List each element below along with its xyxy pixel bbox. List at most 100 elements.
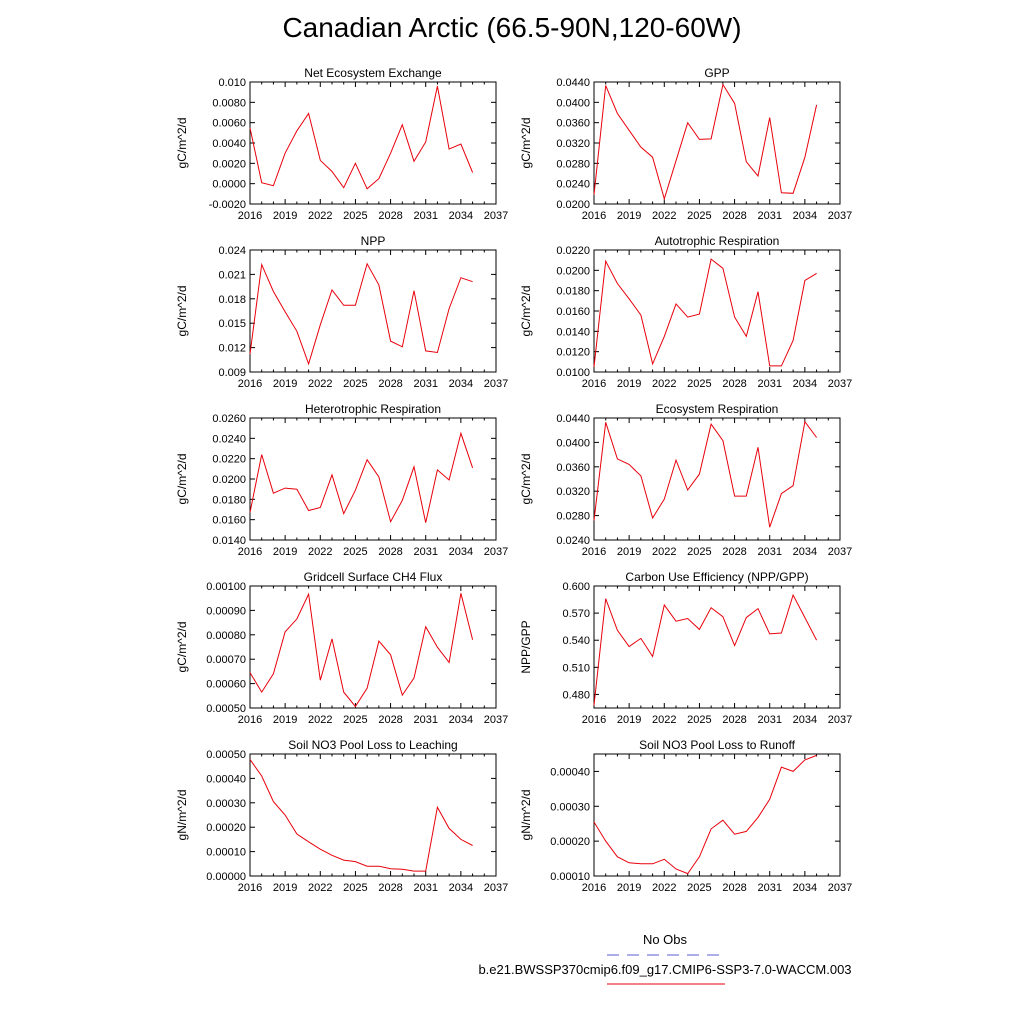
x-tick-label: 2016	[582, 546, 606, 558]
y-tick-label: 0.0280	[556, 511, 590, 523]
y-tick-label: 0.0440	[556, 413, 590, 425]
x-tick-label: 2016	[238, 378, 262, 390]
y-tick-label: 0.010	[218, 77, 246, 89]
y-tick-label: 0.00030	[206, 798, 246, 810]
y-tick-label: 0.00040	[550, 766, 590, 778]
chart-soil-no3-pool-loss-to-leaching: Soil NO3 Pool Loss to Leaching 2016 2019 20…	[175, 738, 508, 894]
y-tick-label: 0.0160	[212, 515, 246, 527]
plot-frame	[593, 417, 841, 541]
x-tick-label: 2016	[238, 546, 262, 558]
y-tick-label: 0.540	[562, 635, 590, 647]
y-tick-label: 0.0100	[556, 367, 590, 379]
x-tick-label: 2031	[757, 714, 781, 726]
chart-title: Carbon Use Efficiency (NPP/GPP)	[625, 570, 808, 584]
y-axis-label: gC/m^2/d	[175, 286, 189, 337]
y-axis-label: gC/m^2/d	[519, 118, 533, 169]
chart-title: Gridcell Surface CH4 Flux	[304, 570, 443, 584]
x-tick-label: 2025	[687, 546, 711, 558]
x-tick-label: 2025	[687, 210, 711, 222]
y-tick-label: 0.0180	[212, 494, 246, 506]
x-tick-label: 2028	[722, 210, 746, 222]
x-tick-label: 2022	[308, 546, 332, 558]
y-tick-label: 0.0160	[556, 306, 590, 318]
x-tick-label: 2037	[484, 210, 508, 222]
chart-title: Soil NO3 Pool Loss to Runoff	[639, 738, 796, 752]
y-tick-label: 0.480	[562, 689, 590, 701]
x-tick-label: 2028	[722, 546, 746, 558]
y-tick-label: 0.0220	[212, 454, 246, 466]
y-tick-label: 0.018	[218, 294, 246, 306]
x-tick-label: 2022	[652, 210, 676, 222]
plot-frame	[249, 753, 497, 877]
x-tick-label: 2031	[413, 210, 437, 222]
x-tick-label: 2037	[828, 882, 852, 894]
series-line	[249, 592, 474, 708]
x-tick-label: 2034	[449, 378, 473, 390]
x-tick-label: 2031	[757, 882, 781, 894]
y-tick-label: 0.0360	[556, 462, 590, 474]
x-tick-label: 2034	[449, 714, 473, 726]
y-axis-label: gC/m^2/d	[175, 622, 189, 673]
x-tick-label: 2019	[617, 378, 641, 390]
y-tick-label: 0.0080	[212, 97, 246, 109]
x-tick-label: 2031	[757, 210, 781, 222]
y-tick-label: 0.0060	[212, 118, 246, 130]
x-tick-label: 2028	[378, 210, 402, 222]
y-axis-label: gC/m^2/d	[175, 118, 189, 169]
y-tick-label: 0.600	[562, 581, 590, 593]
x-tick-label: 2016	[582, 210, 606, 222]
x-tick-label: 2028	[722, 714, 746, 726]
chart-title: Net Ecosystem Exchange	[304, 66, 442, 80]
y-tick-label: 0.00020	[206, 822, 246, 834]
chart-gridcell-surface-ch4-flux: Gridcell Surface CH4 Flux 2016 2019 2022 202…	[175, 570, 508, 726]
y-tick-label: 0.00080	[206, 630, 246, 642]
x-tick-label: 2028	[722, 882, 746, 894]
x-tick-label: 2019	[273, 882, 297, 894]
chart-title: Autotrophic Respiration	[655, 234, 780, 248]
y-axis-label: NPP/GPP	[519, 620, 533, 673]
y-tick-label: 0.0120	[556, 347, 590, 359]
y-tick-label: 0.00100	[206, 581, 246, 593]
x-tick-label: 2031	[413, 378, 437, 390]
series-line	[249, 262, 473, 366]
y-tick-label: 0.00010	[550, 871, 590, 883]
series-line	[249, 431, 474, 524]
x-tick-label: 2034	[793, 882, 817, 894]
x-tick-label: 2037	[484, 546, 508, 558]
x-tick-label: 2034	[793, 210, 817, 222]
chart-autotrophic-respiration: Autotrophic Respiration 2016 2019 2022 2025 2…	[519, 234, 852, 390]
y-axis-label: gC/m^2/d	[519, 286, 533, 337]
x-tick-label: 2022	[652, 546, 676, 558]
y-tick-label: 0.0200	[556, 199, 590, 211]
y-tick-label: 0.00040	[206, 773, 246, 785]
y-tick-label: 0.0180	[556, 286, 590, 298]
x-tick-label: 2028	[378, 714, 402, 726]
y-tick-label: 0.00000	[206, 871, 246, 883]
x-tick-label: 2034	[449, 882, 473, 894]
series-line	[249, 85, 474, 190]
y-tick-label: 0.0440	[556, 77, 590, 89]
chart-gpp: GPP 2016 2019 2022 2025 2028 2031 2034 2037 0.020…	[519, 66, 852, 222]
y-tick-label: 0.015	[218, 318, 246, 330]
x-tick-label: 2034	[449, 210, 473, 222]
chart-carbon-use-efficiency-npp-gpp: Carbon Use Efficiency (NPP/GPP) 2016 2019 2…	[519, 570, 852, 726]
x-tick-label: 2019	[617, 210, 641, 222]
x-tick-label: 2028	[378, 546, 402, 558]
x-tick-label: 2016	[582, 714, 606, 726]
x-tick-label: 2034	[793, 714, 817, 726]
chart-npp: NPP 2016 2019 2022 2025 2028 2031 2034 2037 0.009…	[175, 234, 508, 390]
x-tick-label: 2025	[343, 210, 367, 222]
x-tick-label: 2022	[652, 714, 676, 726]
y-tick-label: 0.0320	[556, 138, 590, 150]
x-tick-label: 2019	[273, 378, 297, 390]
y-tick-label: 0.570	[562, 608, 590, 620]
y-axis-label: gN/m^2/d	[519, 790, 533, 841]
y-tick-label: 0.0400	[556, 97, 590, 109]
x-tick-label: 2037	[484, 714, 508, 726]
y-tick-label: -0.0020	[209, 199, 246, 211]
chart-soil-no3-pool-loss-to-runoff: Soil NO3 Pool Loss to Runoff 2016 2019 2022…	[519, 738, 852, 894]
y-tick-label: 0.00030	[550, 801, 590, 813]
x-tick-label: 2022	[308, 378, 332, 390]
x-tick-label: 2019	[617, 882, 641, 894]
x-tick-label: 2037	[484, 378, 508, 390]
